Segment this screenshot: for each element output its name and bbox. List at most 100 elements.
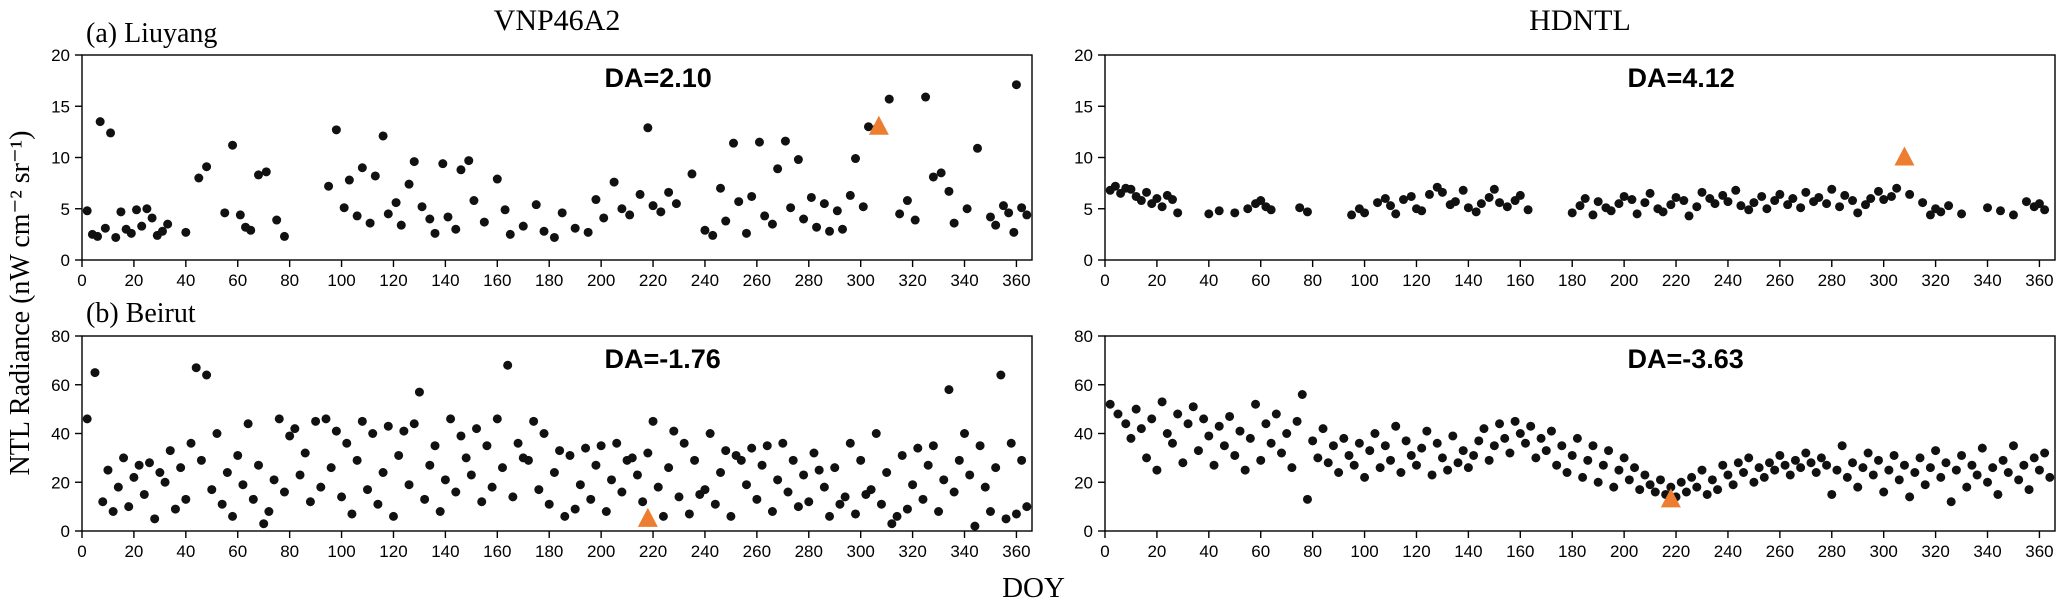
svg-text:0: 0 <box>1084 251 1093 270</box>
svg-text:220: 220 <box>1662 542 1690 561</box>
svg-text:20: 20 <box>1074 473 1093 492</box>
svg-text:100: 100 <box>1350 271 1378 290</box>
svg-text:40: 40 <box>1074 425 1093 444</box>
svg-text:200: 200 <box>1610 542 1638 561</box>
svg-text:360: 360 <box>2025 271 2053 290</box>
svg-text:240: 240 <box>691 542 719 561</box>
scatter-plot-beirut-vnp46a2: 0 20 40 60 80 100 120 140 160 180 200 220 240 260 280 3… <box>51 327 1033 561</box>
svg-text:180: 180 <box>1558 542 1586 561</box>
da-annotation-liuyang-vnp46a2: DA=2.10 <box>604 63 712 93</box>
svg-text:280: 280 <box>1818 542 1846 561</box>
y-axis-label: NTL Radiance (nW cm⁻² sr⁻¹) <box>5 130 36 476</box>
svg-text:10: 10 <box>51 149 70 168</box>
svg-text:240: 240 <box>1714 542 1742 561</box>
svg-text:60: 60 <box>228 271 247 290</box>
panel-label-liuyang: (a) Liuyang <box>86 18 218 49</box>
svg-text:360: 360 <box>1002 542 1030 561</box>
svg-text:20: 20 <box>124 542 143 561</box>
da-annotation-beirut-hdntl: DA=-3.63 <box>1627 344 1744 374</box>
svg-text:20: 20 <box>1147 271 1166 290</box>
svg-text:260: 260 <box>1766 542 1794 561</box>
panel-label-beirut: (b) Beirut <box>86 298 196 329</box>
svg-text:5: 5 <box>1084 200 1093 219</box>
svg-text:200: 200 <box>587 271 615 290</box>
svg-text:20: 20 <box>1147 542 1166 561</box>
svg-text:80: 80 <box>1303 542 1322 561</box>
svg-text:200: 200 <box>587 542 615 561</box>
panel-beirut-hdntl: 0 20 40 60 80 100 120 140 160 180 200 220 240 260 280 3… <box>1074 327 2056 561</box>
svg-text:160: 160 <box>483 542 511 561</box>
svg-text:100: 100 <box>327 271 355 290</box>
svg-text:260: 260 <box>743 271 771 290</box>
svg-text:280: 280 <box>795 271 823 290</box>
svg-text:80: 80 <box>1074 327 1093 346</box>
svg-text:300: 300 <box>1870 271 1898 290</box>
svg-text:120: 120 <box>1402 542 1430 561</box>
svg-text:220: 220 <box>639 271 667 290</box>
svg-text:240: 240 <box>691 271 719 290</box>
svg-text:220: 220 <box>1662 271 1690 290</box>
da-annotation-liuyang-hdntl: DA=4.12 <box>1627 63 1735 93</box>
svg-text:0: 0 <box>77 542 86 561</box>
svg-text:60: 60 <box>51 376 70 395</box>
panel-beirut-vnp46a2: 0 20 40 60 80 100 120 140 160 180 200 220 240 260 280 3… <box>51 327 1033 561</box>
svg-text:300: 300 <box>847 271 875 290</box>
svg-text:10: 10 <box>1074 149 1093 168</box>
svg-text:340: 340 <box>1973 542 2001 561</box>
svg-text:180: 180 <box>535 542 563 561</box>
svg-text:360: 360 <box>2025 542 2053 561</box>
svg-text:120: 120 <box>1402 271 1430 290</box>
x-axis-label: DOY <box>1002 572 1065 604</box>
svg-text:260: 260 <box>1766 271 1794 290</box>
svg-text:160: 160 <box>483 271 511 290</box>
da-annotation-beirut-vnp46a2: DA=-1.76 <box>604 344 721 374</box>
column-title-vnp46a2: VNP46A2 <box>493 4 621 37</box>
svg-text:80: 80 <box>280 542 299 561</box>
svg-text:80: 80 <box>51 327 70 346</box>
svg-text:80: 80 <box>1303 271 1322 290</box>
svg-text:40: 40 <box>1199 271 1218 290</box>
panel-liuyang-hdntl: 0 20 40 60 80 100 120 140 160 180 200 220 240 260 280 3… <box>1074 46 2056 290</box>
svg-text:60: 60 <box>1251 271 1270 290</box>
svg-text:40: 40 <box>176 542 195 561</box>
svg-text:320: 320 <box>1921 271 1949 290</box>
svg-text:0: 0 <box>1084 522 1093 541</box>
svg-text:40: 40 <box>176 271 195 290</box>
svg-text:80: 80 <box>280 271 299 290</box>
svg-text:360: 360 <box>1002 271 1030 290</box>
svg-text:60: 60 <box>1074 376 1093 395</box>
svg-text:320: 320 <box>898 271 926 290</box>
svg-text:40: 40 <box>1199 542 1218 561</box>
svg-text:340: 340 <box>1973 271 2001 290</box>
svg-text:260: 260 <box>743 542 771 561</box>
svg-text:220: 220 <box>639 542 667 561</box>
svg-text:120: 120 <box>379 542 407 561</box>
svg-text:280: 280 <box>795 542 823 561</box>
svg-text:0: 0 <box>1100 542 1109 561</box>
svg-text:140: 140 <box>431 271 459 290</box>
svg-text:140: 140 <box>431 542 459 561</box>
svg-text:0: 0 <box>1100 271 1109 290</box>
svg-text:240: 240 <box>1714 271 1742 290</box>
svg-text:340: 340 <box>950 271 978 290</box>
svg-text:0: 0 <box>61 522 70 541</box>
svg-text:20: 20 <box>51 473 70 492</box>
svg-text:0: 0 <box>61 251 70 270</box>
svg-text:15: 15 <box>1074 97 1093 116</box>
svg-text:15: 15 <box>51 97 70 116</box>
svg-text:160: 160 <box>1506 271 1534 290</box>
svg-text:40: 40 <box>51 425 70 444</box>
svg-text:160: 160 <box>1506 542 1534 561</box>
svg-text:320: 320 <box>898 542 926 561</box>
svg-text:300: 300 <box>1870 542 1898 561</box>
svg-text:120: 120 <box>379 271 407 290</box>
svg-text:200: 200 <box>1610 271 1638 290</box>
svg-text:140: 140 <box>1454 271 1482 290</box>
svg-text:340: 340 <box>950 542 978 561</box>
svg-text:300: 300 <box>847 542 875 561</box>
svg-text:100: 100 <box>1350 542 1378 561</box>
column-title-hdntl: HDNTL <box>1529 4 1631 37</box>
svg-text:100: 100 <box>327 542 355 561</box>
svg-text:0: 0 <box>77 271 86 290</box>
